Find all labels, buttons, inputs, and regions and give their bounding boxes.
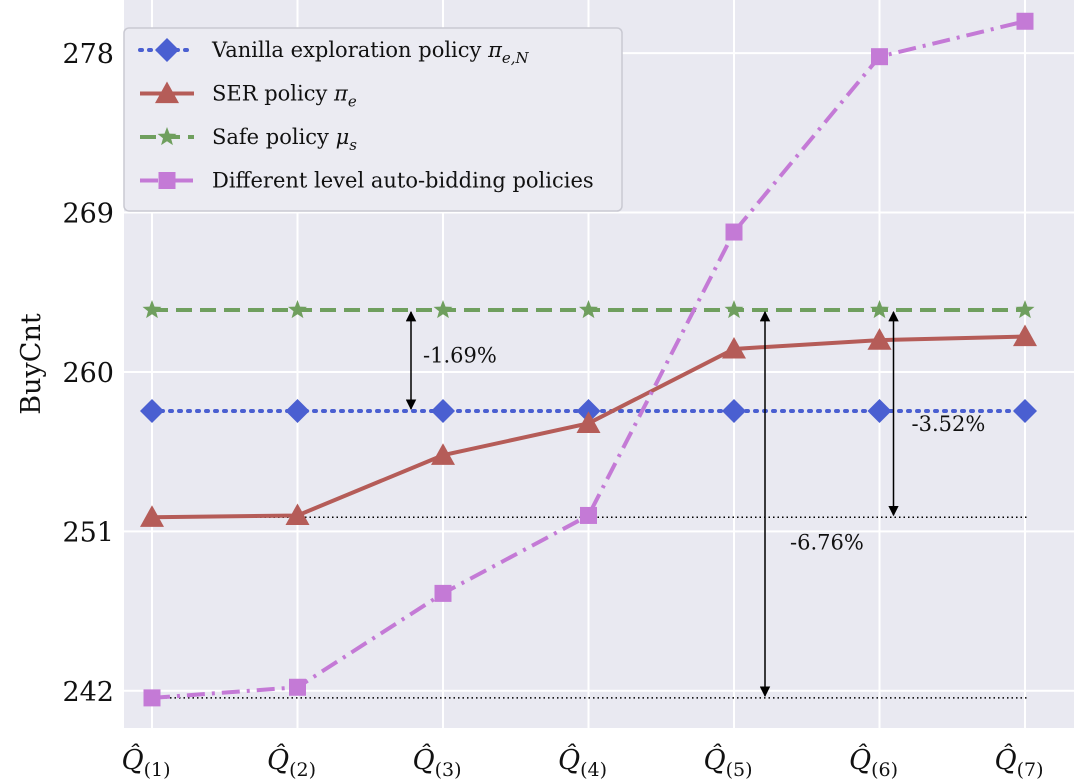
data-point bbox=[1016, 12, 1034, 30]
annotations: -1.69% -3.52% -6.76% bbox=[405, 310, 986, 697]
data-point bbox=[1013, 324, 1037, 347]
y-axis-label: BuyCnt bbox=[16, 313, 47, 415]
y-tick-label: 260 bbox=[62, 358, 114, 389]
legend-item: Vanilla exploration policy πe,N bbox=[138, 38, 530, 67]
data-point bbox=[434, 584, 452, 602]
data-point bbox=[580, 506, 597, 524]
series-diamond bbox=[140, 398, 1037, 423]
data-point bbox=[576, 411, 601, 433]
x-tick-label: Q̂(7) bbox=[994, 743, 1043, 781]
data-point bbox=[724, 300, 744, 319]
x-tick-label: Q̂(3) bbox=[412, 743, 461, 781]
legend-marker bbox=[155, 81, 179, 104]
data-point bbox=[143, 689, 161, 707]
x-tick-label: Q̂(6) bbox=[849, 743, 898, 781]
data-point bbox=[579, 300, 598, 319]
data-point bbox=[576, 398, 601, 423]
annotation-label: -3.52% bbox=[912, 412, 986, 436]
series-triangle bbox=[140, 324, 1037, 527]
x-tick-label: Q̂(2) bbox=[267, 743, 316, 781]
data-point bbox=[289, 678, 306, 696]
data-point bbox=[722, 336, 746, 359]
annotation-label: -1.69% bbox=[423, 343, 497, 367]
data-point bbox=[867, 328, 892, 350]
y-tick-label: 278 bbox=[62, 39, 114, 70]
data-point bbox=[431, 443, 455, 465]
data-point bbox=[288, 300, 307, 319]
legend-label: SER policy πe bbox=[212, 82, 357, 111]
legend-item: Safe policy μs bbox=[140, 125, 357, 154]
annotation-label: -6.76% bbox=[790, 531, 864, 555]
legend-label: Different level auto-bidding policies bbox=[212, 169, 594, 193]
data-point bbox=[722, 398, 746, 423]
data-point bbox=[433, 300, 453, 319]
legend-marker bbox=[155, 38, 179, 62]
legend-item: Different level auto-bidding policies bbox=[140, 169, 594, 193]
series-group bbox=[140, 12, 1037, 707]
data-point bbox=[871, 48, 888, 66]
y-tick-label: 269 bbox=[62, 199, 114, 230]
series-square bbox=[143, 12, 1034, 707]
data-point bbox=[431, 398, 455, 423]
legend-box bbox=[123, 27, 623, 212]
data-point bbox=[867, 398, 892, 423]
data-point bbox=[285, 503, 310, 526]
x-tick-labels: Q̂(1) Q̂(2) Q̂(3) Q̂(4) Q̂(5) Q̂(6) Q̂(7) bbox=[121, 743, 1043, 781]
data-point bbox=[870, 300, 889, 319]
legend-marker bbox=[158, 172, 176, 189]
data-point bbox=[140, 398, 164, 423]
legend: Vanilla exploration policy πe,N SER polic… bbox=[123, 27, 623, 212]
y-tick-labels: 242 251 260 269 278 bbox=[62, 39, 114, 708]
x-tick-label: Q̂(5) bbox=[703, 743, 752, 781]
x-tick-label: Q̂(4) bbox=[558, 743, 607, 781]
data-point bbox=[1013, 398, 1037, 423]
legend-label: Safe policy μs bbox=[212, 125, 357, 154]
y-tick-label: 251 bbox=[62, 517, 114, 548]
legend-item: SER policy πe bbox=[140, 81, 357, 111]
y-tick-label: 242 bbox=[62, 677, 114, 708]
data-point bbox=[725, 223, 743, 241]
x-tick-label: Q̂(1) bbox=[121, 743, 170, 781]
data-point bbox=[142, 300, 162, 319]
legend-marker bbox=[157, 127, 177, 146]
data-point bbox=[285, 398, 310, 423]
data-point bbox=[140, 505, 164, 527]
data-point bbox=[1015, 300, 1035, 319]
series-star bbox=[142, 300, 1035, 319]
legend-label: Vanilla exploration policy πe,N bbox=[211, 38, 530, 67]
